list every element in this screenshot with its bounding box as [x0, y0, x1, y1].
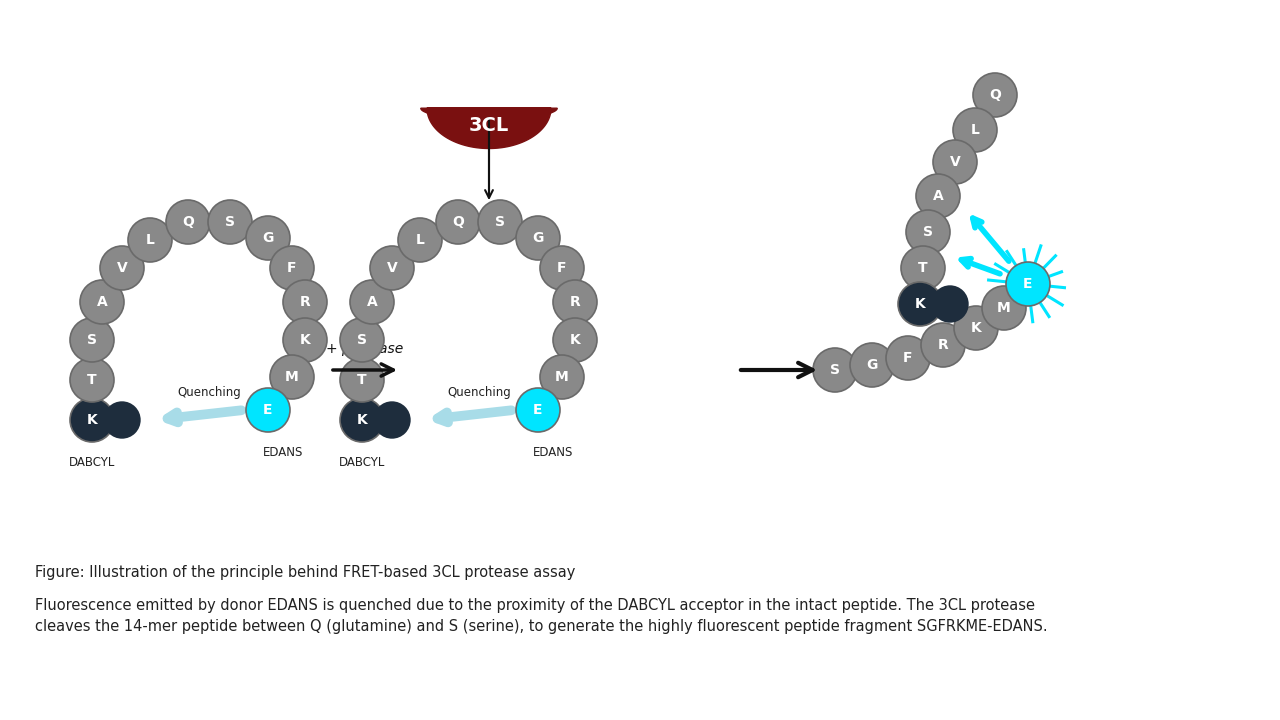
Circle shape: [916, 174, 960, 218]
Text: T: T: [87, 373, 97, 387]
Circle shape: [398, 218, 442, 262]
Text: S: S: [495, 215, 506, 229]
Circle shape: [932, 285, 969, 323]
Text: K: K: [87, 413, 97, 427]
Circle shape: [886, 336, 931, 380]
Circle shape: [340, 398, 384, 442]
Circle shape: [374, 401, 411, 438]
Circle shape: [283, 280, 326, 324]
Text: K: K: [970, 321, 982, 335]
Text: M: M: [997, 301, 1011, 315]
Circle shape: [270, 246, 314, 290]
Circle shape: [901, 246, 945, 290]
Text: V: V: [387, 261, 397, 275]
Circle shape: [982, 286, 1027, 330]
Circle shape: [246, 216, 291, 260]
Text: F: F: [557, 261, 567, 275]
Text: G: G: [867, 358, 878, 372]
Circle shape: [477, 200, 522, 244]
Text: L: L: [970, 123, 979, 137]
Text: L: L: [146, 233, 155, 247]
Text: Quenching: Quenching: [177, 386, 241, 399]
Circle shape: [340, 358, 384, 402]
Text: F: F: [904, 351, 913, 365]
Text: M: M: [285, 370, 298, 384]
Text: Figure: Illustration of the principle behind FRET-based 3CL protease assay: Figure: Illustration of the principle be…: [35, 565, 576, 580]
Text: S: S: [923, 225, 933, 239]
Text: K: K: [300, 333, 310, 347]
Circle shape: [436, 200, 480, 244]
Circle shape: [104, 401, 141, 438]
Circle shape: [79, 280, 124, 324]
Text: Fluorescence emitted by donor EDANS is quenched due to the proximity of the DABC: Fluorescence emitted by donor EDANS is q…: [35, 598, 1047, 634]
Circle shape: [246, 388, 291, 432]
Circle shape: [128, 218, 172, 262]
Circle shape: [954, 306, 998, 350]
Circle shape: [340, 318, 384, 362]
Circle shape: [166, 200, 210, 244]
Circle shape: [1006, 262, 1050, 306]
Text: Quenching: Quenching: [447, 386, 511, 399]
Text: A: A: [96, 295, 108, 309]
Text: Q: Q: [989, 88, 1001, 102]
Text: EDANS: EDANS: [262, 446, 303, 459]
Text: EDANS: EDANS: [532, 446, 573, 459]
Circle shape: [899, 282, 942, 326]
Text: R: R: [938, 338, 948, 352]
Text: DABCYL: DABCYL: [69, 456, 115, 469]
Text: F: F: [287, 261, 297, 275]
Circle shape: [540, 246, 584, 290]
Circle shape: [973, 73, 1018, 117]
Text: T: T: [357, 373, 367, 387]
Circle shape: [70, 398, 114, 442]
Text: R: R: [570, 295, 580, 309]
Text: DABCYL: DABCYL: [339, 456, 385, 469]
Text: E: E: [1023, 277, 1033, 291]
Text: Q: Q: [182, 215, 195, 229]
Circle shape: [349, 280, 394, 324]
Text: S: S: [225, 215, 236, 229]
Text: + protease: + protease: [326, 342, 403, 356]
Text: R: R: [300, 295, 310, 309]
Circle shape: [207, 200, 252, 244]
Text: A: A: [933, 189, 943, 203]
Circle shape: [283, 318, 326, 362]
Text: K: K: [570, 333, 580, 347]
Text: M: M: [556, 370, 568, 384]
Circle shape: [270, 355, 314, 399]
Text: K: K: [915, 297, 925, 311]
Circle shape: [370, 246, 413, 290]
Circle shape: [813, 348, 858, 392]
Circle shape: [906, 210, 950, 254]
Circle shape: [553, 280, 596, 324]
Text: V: V: [116, 261, 128, 275]
Circle shape: [540, 355, 584, 399]
Circle shape: [933, 140, 977, 184]
Text: 3CL: 3CL: [468, 116, 509, 135]
Circle shape: [70, 318, 114, 362]
Polygon shape: [421, 108, 557, 148]
Circle shape: [954, 108, 997, 152]
Circle shape: [516, 388, 561, 432]
Text: V: V: [950, 155, 960, 169]
Text: Q: Q: [452, 215, 463, 229]
Text: L: L: [416, 233, 425, 247]
Circle shape: [100, 246, 143, 290]
Circle shape: [850, 343, 893, 387]
Text: E: E: [534, 403, 543, 417]
Text: A: A: [366, 295, 378, 309]
Circle shape: [553, 318, 596, 362]
Text: T: T: [918, 261, 928, 275]
Circle shape: [70, 358, 114, 402]
Text: G: G: [532, 231, 544, 245]
Text: E: E: [264, 403, 273, 417]
Text: S: S: [87, 333, 97, 347]
Circle shape: [922, 323, 965, 367]
Text: G: G: [262, 231, 274, 245]
Text: S: S: [829, 363, 840, 377]
Text: K: K: [357, 413, 367, 427]
Circle shape: [516, 216, 561, 260]
Text: S: S: [357, 333, 367, 347]
